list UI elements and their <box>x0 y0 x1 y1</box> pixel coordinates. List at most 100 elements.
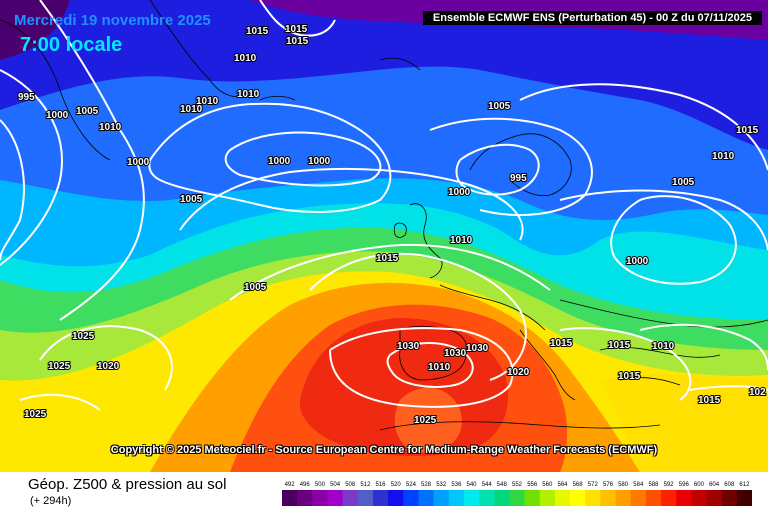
legend-swatch <box>479 490 495 506</box>
isobar-label: 1015 <box>246 26 269 37</box>
coast-iceland <box>259 95 296 101</box>
isobar-1005-east <box>559 189 768 251</box>
chart-title: Géop. Z500 & pression au sol <box>28 476 227 493</box>
legend-tick-label: 548 <box>497 482 508 488</box>
coast-north-africa <box>379 421 661 431</box>
isobar-label: 1010 <box>180 104 203 115</box>
isobar-label: 1000 <box>268 156 291 167</box>
legend-tick-label: 500 <box>315 482 326 488</box>
isobar-label: 1010 <box>652 341 675 352</box>
legend-tick-label: 572 <box>588 482 599 488</box>
legend-tick-label: 600 <box>694 482 705 488</box>
isobar-label: 1030 <box>444 348 467 359</box>
legend-tick-label: 504 <box>330 482 341 488</box>
legend-swatch <box>312 490 328 506</box>
legend-tick-label: 512 <box>360 482 371 488</box>
isobar-1020-east <box>689 385 768 391</box>
isobar-label: 1025 <box>24 409 47 420</box>
isobar-1005-west <box>39 0 145 321</box>
isobars <box>0 0 768 411</box>
isobar-label: 1015 <box>286 36 309 47</box>
isobar-label: 995 <box>18 92 35 103</box>
legend-swatch <box>676 490 692 506</box>
isobar-label: 1015 <box>376 253 399 264</box>
legend-swatch <box>539 490 556 506</box>
isobar-label: 1005 <box>76 106 99 117</box>
legend-swatch <box>524 490 541 506</box>
isobar-995-iceland <box>224 131 382 187</box>
legend-swatch <box>691 490 707 506</box>
forecast-local-time: 7:00 locale <box>20 34 123 56</box>
isobar-label: 1000 <box>308 156 331 167</box>
legend-swatch <box>433 490 450 506</box>
legend-swatch <box>645 490 662 506</box>
isobar-label: 1010 <box>428 362 451 373</box>
isobar-label: 102 <box>749 387 766 398</box>
coast-iberia <box>399 325 468 381</box>
field-purple-corner <box>0 0 70 60</box>
legend-tick-label: 528 <box>421 482 432 488</box>
isobar-label: 1015 <box>550 338 573 349</box>
legend-tick-label: 516 <box>375 482 386 488</box>
isobar-1030-high <box>386 342 474 388</box>
isobar-label: 1020 <box>97 361 120 372</box>
legend-swatch <box>463 490 480 506</box>
field-red-inner <box>394 387 462 453</box>
isobar-label: 1015 <box>285 24 308 35</box>
legend-tick-label: 584 <box>633 482 644 488</box>
isobar-1015-balkans <box>559 327 692 401</box>
isobar-1005-north <box>519 83 768 171</box>
coast-ireland <box>393 222 407 238</box>
isobar-995-west <box>0 119 25 261</box>
isobar-1000-iceland <box>148 102 392 213</box>
coast-italy <box>519 329 576 401</box>
legend-swatch <box>327 490 343 506</box>
isobar-label: 1025 <box>414 415 437 426</box>
isobar-label: 1020 <box>507 367 530 378</box>
isobar-1015-europe <box>309 252 527 381</box>
isobar-label: 1000 <box>626 256 649 267</box>
isobar-label: 1010 <box>450 235 473 246</box>
isobar-1025-southwest <box>19 393 101 411</box>
isobar-label: 1025 <box>72 331 95 342</box>
field-dark-blue <box>0 0 768 150</box>
isobar-label: 1010 <box>196 96 219 107</box>
legend-swatch <box>403 490 419 506</box>
isobar-label: 1010 <box>234 53 257 64</box>
legend-tick-label: 536 <box>451 482 462 488</box>
coast-britain <box>409 203 443 279</box>
isobar-label: 1000 <box>46 110 69 121</box>
legend-swatch <box>630 490 647 506</box>
legend-swatch <box>615 490 631 506</box>
isobar-labels: 1015 1015 1015 1010 1010 1010 1010 995 1… <box>17 23 767 427</box>
coast-greenland-west <box>0 19 111 161</box>
legend-swatch <box>736 490 752 506</box>
isobar-1000-russia <box>610 195 737 285</box>
isobar-label: 1000 <box>127 157 150 168</box>
legend-tick-label: 544 <box>482 482 493 488</box>
legend-swatch <box>494 490 510 506</box>
legend-tick-label: 604 <box>709 482 720 488</box>
legend-tick-label: 520 <box>391 482 402 488</box>
isobar-label: 1015 <box>736 125 759 136</box>
forecast-date: Mercredi 19 novembre 2025 <box>14 12 211 29</box>
coast-black-sea <box>599 346 721 358</box>
legend-tick-label: 588 <box>648 482 659 488</box>
legend-tick-label: 492 <box>285 482 296 488</box>
legend-swatch <box>357 490 374 506</box>
coast-scandinavia <box>469 133 572 197</box>
isobar-995-norway <box>455 143 540 196</box>
isobar-1005-mid <box>179 167 524 241</box>
isobar-label: 1010 <box>712 151 735 162</box>
legend-swatch <box>721 490 738 506</box>
legend-swatch <box>600 490 616 506</box>
isobar-label: 1015 <box>698 395 721 406</box>
legend-swatch <box>585 490 601 506</box>
isobar-label: 1005 <box>180 194 203 205</box>
legend-tick-label: 608 <box>724 482 735 488</box>
legend-tick-label: 612 <box>739 482 750 488</box>
isobar-label: 1010 <box>99 122 122 133</box>
isobar-label: 1000 <box>448 187 471 198</box>
legend-tick-label: 596 <box>679 482 690 488</box>
legend-tick-label: 560 <box>542 482 553 488</box>
